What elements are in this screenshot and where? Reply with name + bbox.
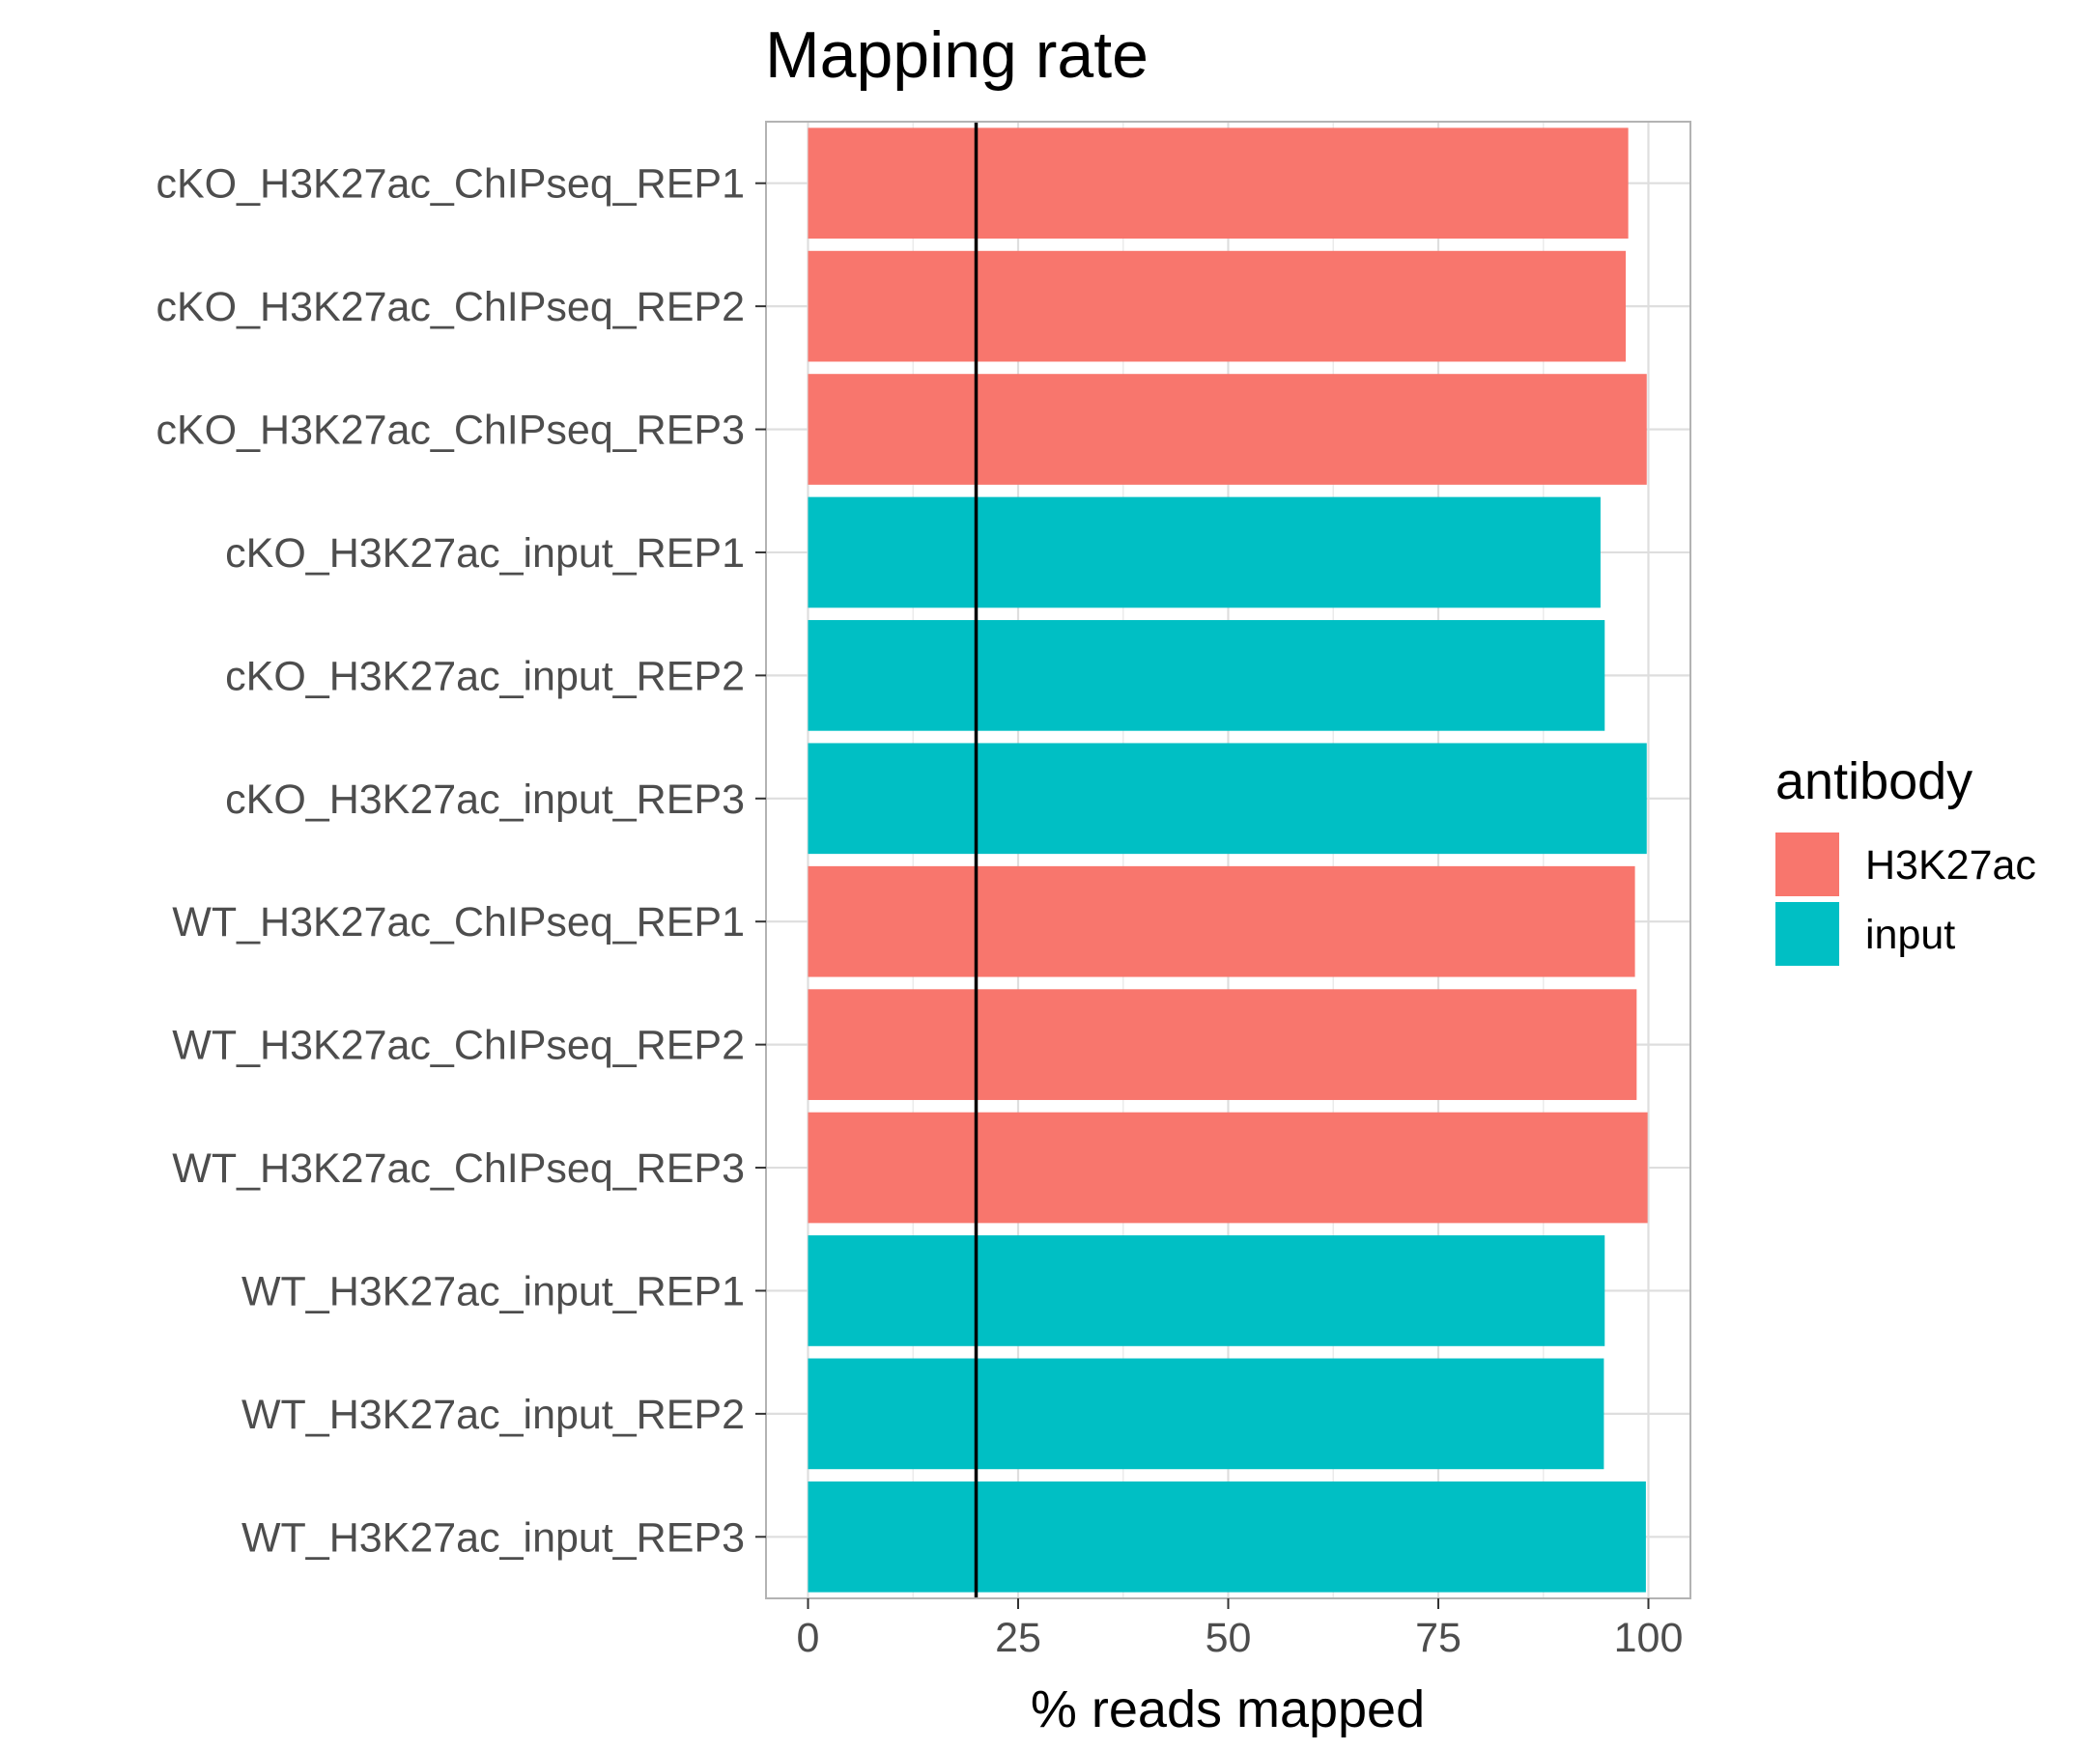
bar bbox=[808, 374, 1647, 485]
bar bbox=[808, 1112, 1648, 1224]
bar bbox=[808, 496, 1601, 608]
y-tick-label: WT_H3K27ac_ChIPseq_REP3 bbox=[172, 1145, 745, 1192]
chart-title: Mapping rate bbox=[765, 18, 1149, 92]
x-tick-label: 25 bbox=[995, 1615, 1041, 1661]
y-tick-label: WT_H3K27ac_input_REP3 bbox=[241, 1514, 745, 1561]
x-axis: 0 25 50 75 100 bbox=[797, 1598, 1684, 1661]
y-tick-label: cKO_H3K27ac_ChIPseq_REP3 bbox=[156, 408, 745, 454]
x-tick-label: 0 bbox=[797, 1615, 820, 1661]
legend-key bbox=[1775, 833, 1839, 896]
y-tick-label: cKO_H3K27ac_input_REP3 bbox=[225, 776, 745, 823]
legend-title: antibody bbox=[1775, 752, 1972, 810]
legend-label: input bbox=[1865, 912, 1955, 958]
bar bbox=[808, 743, 1647, 855]
y-tick-label: WT_H3K27ac_input_REP1 bbox=[241, 1268, 745, 1314]
y-tick-label: cKO_H3K27ac_ChIPseq_REP1 bbox=[156, 161, 745, 208]
y-tick-label: WT_H3K27ac_ChIPseq_REP1 bbox=[172, 899, 745, 946]
bar bbox=[808, 989, 1637, 1100]
x-tick-label: 100 bbox=[1614, 1615, 1684, 1661]
legend: antibody H3K27ac input bbox=[1775, 752, 2036, 966]
bar bbox=[808, 1358, 1604, 1470]
x-tick-label: 50 bbox=[1206, 1615, 1252, 1661]
x-axis-title: % reads mapped bbox=[1031, 1680, 1425, 1738]
y-tick-label: WT_H3K27ac_ChIPseq_REP2 bbox=[172, 1023, 745, 1069]
bar bbox=[808, 865, 1635, 977]
bars bbox=[808, 127, 1648, 1593]
bar bbox=[808, 127, 1629, 240]
y-axis: cKO_H3K27ac_ChIPseq_REP1 cKO_H3K27ac_ChIP… bbox=[156, 161, 766, 1561]
bar bbox=[808, 620, 1605, 731]
y-tick-label: cKO_H3K27ac_ChIPseq_REP2 bbox=[156, 284, 745, 330]
legend-label: H3K27ac bbox=[1865, 842, 2036, 889]
bar bbox=[808, 1481, 1646, 1593]
y-tick-label: cKO_H3K27ac_input_REP2 bbox=[225, 653, 745, 699]
x-tick-label: 75 bbox=[1415, 1615, 1461, 1661]
y-tick-label: cKO_H3K27ac_input_REP1 bbox=[225, 530, 745, 577]
bar bbox=[808, 250, 1627, 362]
legend-key bbox=[1775, 902, 1839, 966]
bar bbox=[808, 1235, 1605, 1346]
y-tick-label: WT_H3K27ac_input_REP2 bbox=[241, 1392, 745, 1438]
